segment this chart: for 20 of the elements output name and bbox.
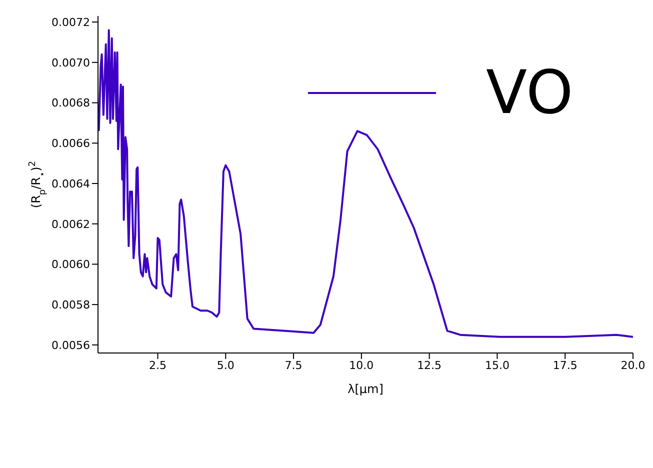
y-tick-label: 0.0070 — [52, 56, 90, 70]
y-tick-label: 0.0072 — [52, 16, 90, 29]
x-tick-label: 15.0 — [484, 358, 510, 372]
y-tick-label: 0.0056 — [52, 338, 90, 352]
y-tick-label: 0.0066 — [52, 137, 90, 150]
y-tick-label: 0.0062 — [52, 218, 90, 231]
x-tick-label: 12.5 — [417, 358, 442, 372]
x-tick-label: 17.5 — [552, 358, 578, 372]
x-tick-label: 5.0 — [216, 358, 234, 372]
x-tick-label: 2.5 — [148, 358, 166, 372]
x-tick-label: 20.0 — [620, 358, 646, 372]
x-tick-label: 7.5 — [284, 358, 302, 372]
legend-label: VO — [486, 58, 574, 128]
y-tick-label: 0.0064 — [52, 177, 90, 190]
y-tick-label: 0.0058 — [52, 298, 90, 312]
y-tick-label: 0.0068 — [52, 96, 90, 110]
x-tick-label: 10.0 — [349, 358, 374, 372]
y-tick-label: 0.0060 — [52, 258, 90, 272]
x-axis-title: λ[μm] — [348, 382, 384, 396]
line-series — [98, 29, 633, 338]
